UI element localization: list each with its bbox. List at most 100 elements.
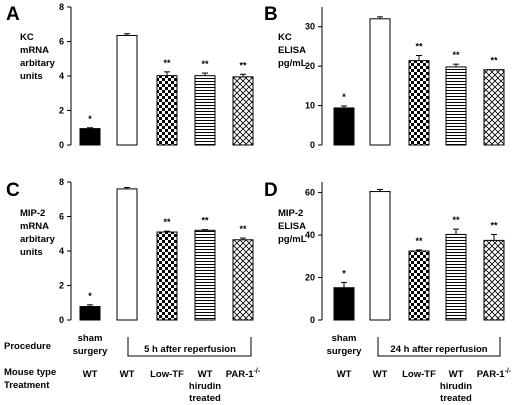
panel-letter-d: D (264, 180, 278, 201)
right-treatment-line2: treated (440, 393, 472, 404)
row-label-mouse-type: Mouse type (4, 367, 56, 378)
y-tick-label-b-1: 10 (305, 101, 315, 111)
bar-b-sham (333, 107, 355, 146)
bar-a-par1-ko (232, 76, 254, 146)
bar-d-low-tf (408, 250, 430, 321)
bar-d-par1-ko (483, 239, 505, 321)
bar-a-sham (79, 128, 101, 146)
right-mouse-wt-hirudin: WT (449, 369, 464, 380)
y-tick-label-d-0: 0 (310, 315, 315, 325)
right-par1-sup: -/- (505, 368, 512, 375)
significance-a-low-tf: ** (163, 58, 171, 68)
y-axis-label-c-0: MIP-2 (20, 208, 45, 219)
left-mouse-wt-hirudin: WT (198, 369, 213, 380)
right-mouse-sham: WT (337, 369, 352, 380)
y-tick-label-c-1: 2 (59, 281, 64, 291)
bar-a-wt (116, 34, 138, 146)
row-label-procedure: Procedure (4, 341, 51, 352)
right-mouse-par1: PAR-1-/- (477, 368, 512, 380)
bar-c-wt (116, 188, 138, 321)
left-bracket-label: 5 h after reperfusion (144, 344, 236, 355)
y-axis-label-b-2: pg/mL (278, 58, 307, 69)
significance-d-low-tf: ** (415, 236, 423, 246)
significance-a-par1-ko: ** (239, 60, 247, 70)
right-bracket (377, 337, 501, 357)
significance-d-sham: * (342, 268, 346, 278)
y-tick-label-a-4: 8 (59, 2, 64, 12)
bar-c-sham (79, 306, 101, 321)
y-axis-label-a-3: units (20, 71, 43, 82)
significance-c-wt-hirudin: ** (201, 216, 209, 226)
y-tick-label-c-3: 6 (59, 212, 64, 222)
bar-d-wt-hirudin (445, 233, 467, 321)
legend-table: Procedure Mouse type Treatment sham surg… (4, 333, 512, 404)
significance-c-sham: * (88, 291, 92, 301)
right-sham-line1: sham (332, 333, 357, 344)
right-sham-line2: surgery (327, 346, 363, 357)
panel-letter-b: B (264, 4, 278, 25)
significance-c-par1-ko: ** (239, 224, 247, 234)
bar-c-par1-ko (232, 239, 254, 321)
right-treatment-line1: hirudin (440, 381, 472, 392)
bar-b-low-tf (408, 60, 430, 146)
significance-b-par1-ko: ** (490, 56, 498, 66)
y-axis-label-c-2: arbitary (20, 234, 56, 245)
y-axis-label-b-0: KC (278, 32, 292, 43)
left-mouse-wt: WT (120, 369, 135, 380)
significance-a-sham: * (88, 114, 92, 124)
left-mouse-par1: PAR-1-/- (226, 368, 261, 380)
left-par1-text: PAR-1 (226, 369, 255, 380)
right-par1-text: PAR-1 (477, 369, 506, 380)
left-sham-line2: surgery (73, 346, 109, 357)
y-axis-label-c-3: units (20, 247, 43, 258)
y-axis-label-b-1: ELISA (278, 45, 306, 56)
bar-c-low-tf (156, 231, 178, 321)
panel-letter-a: A (6, 4, 20, 25)
right-mouse-wt: WT (373, 369, 388, 380)
bar-a-low-tf (156, 75, 178, 146)
left-bracket (127, 337, 252, 357)
y-tick-label-a-0: 0 (59, 140, 64, 150)
y-tick-label-b-3: 30 (305, 22, 315, 32)
y-tick-label-d-2: 40 (305, 230, 315, 240)
y-tick-label-d-1: 20 (305, 273, 315, 283)
left-sham-line1: sham (78, 333, 103, 344)
y-axis-label-d-0: MIP-2 (278, 208, 303, 219)
significance-d-par1-ko: ** (490, 220, 498, 230)
y-tick-label-b-2: 20 (305, 61, 315, 71)
y-axis-label-d-1: ELISA (278, 221, 306, 232)
left-mouse-lowtf: Low-TF (150, 369, 184, 380)
left-treatment-line1: hirudin (189, 381, 221, 392)
y-tick-label-a-1: 2 (59, 106, 64, 116)
y-tick-label-d-3: 60 (305, 188, 315, 198)
bar-d-wt (369, 191, 391, 321)
y-tick-label-c-0: 0 (59, 315, 64, 325)
y-axis-label-d-2: pg/mL (278, 234, 307, 245)
right-mouse-lowtf: Low-TF (402, 369, 436, 380)
y-axis-label-a-1: mRNA (20, 45, 49, 56)
y-tick-label-b-0: 0 (310, 140, 315, 150)
y-axis-label-a-2: arbitary (20, 58, 56, 69)
significance-b-wt-hirudin: ** (452, 50, 460, 60)
y-tick-label-c-4: 8 (59, 177, 64, 187)
y-tick-label-c-2: 4 (59, 246, 64, 256)
significance-d-wt-hirudin: ** (452, 215, 460, 225)
y-axis-label-c-1: mRNA (20, 221, 49, 232)
significance-b-low-tf: ** (415, 41, 423, 51)
y-tick-label-a-3: 6 (59, 37, 64, 47)
bar-b-wt-hirudin (445, 66, 467, 146)
right-bracket-label: 24 h after reperfusion (390, 344, 487, 355)
bar-a-wt-hirudin (194, 75, 216, 146)
left-treatment-line2: treated (189, 393, 221, 404)
row-label-treatment: Treatment (4, 380, 50, 391)
y-axis-label-a-0: KC (20, 32, 34, 43)
bar-c-wt-hirudin (194, 229, 216, 321)
panel-letter-c: C (6, 180, 20, 201)
left-par1-sup: -/- (254, 368, 261, 375)
bar-b-par1-ko (483, 69, 505, 146)
bar-b-wt (369, 18, 391, 146)
